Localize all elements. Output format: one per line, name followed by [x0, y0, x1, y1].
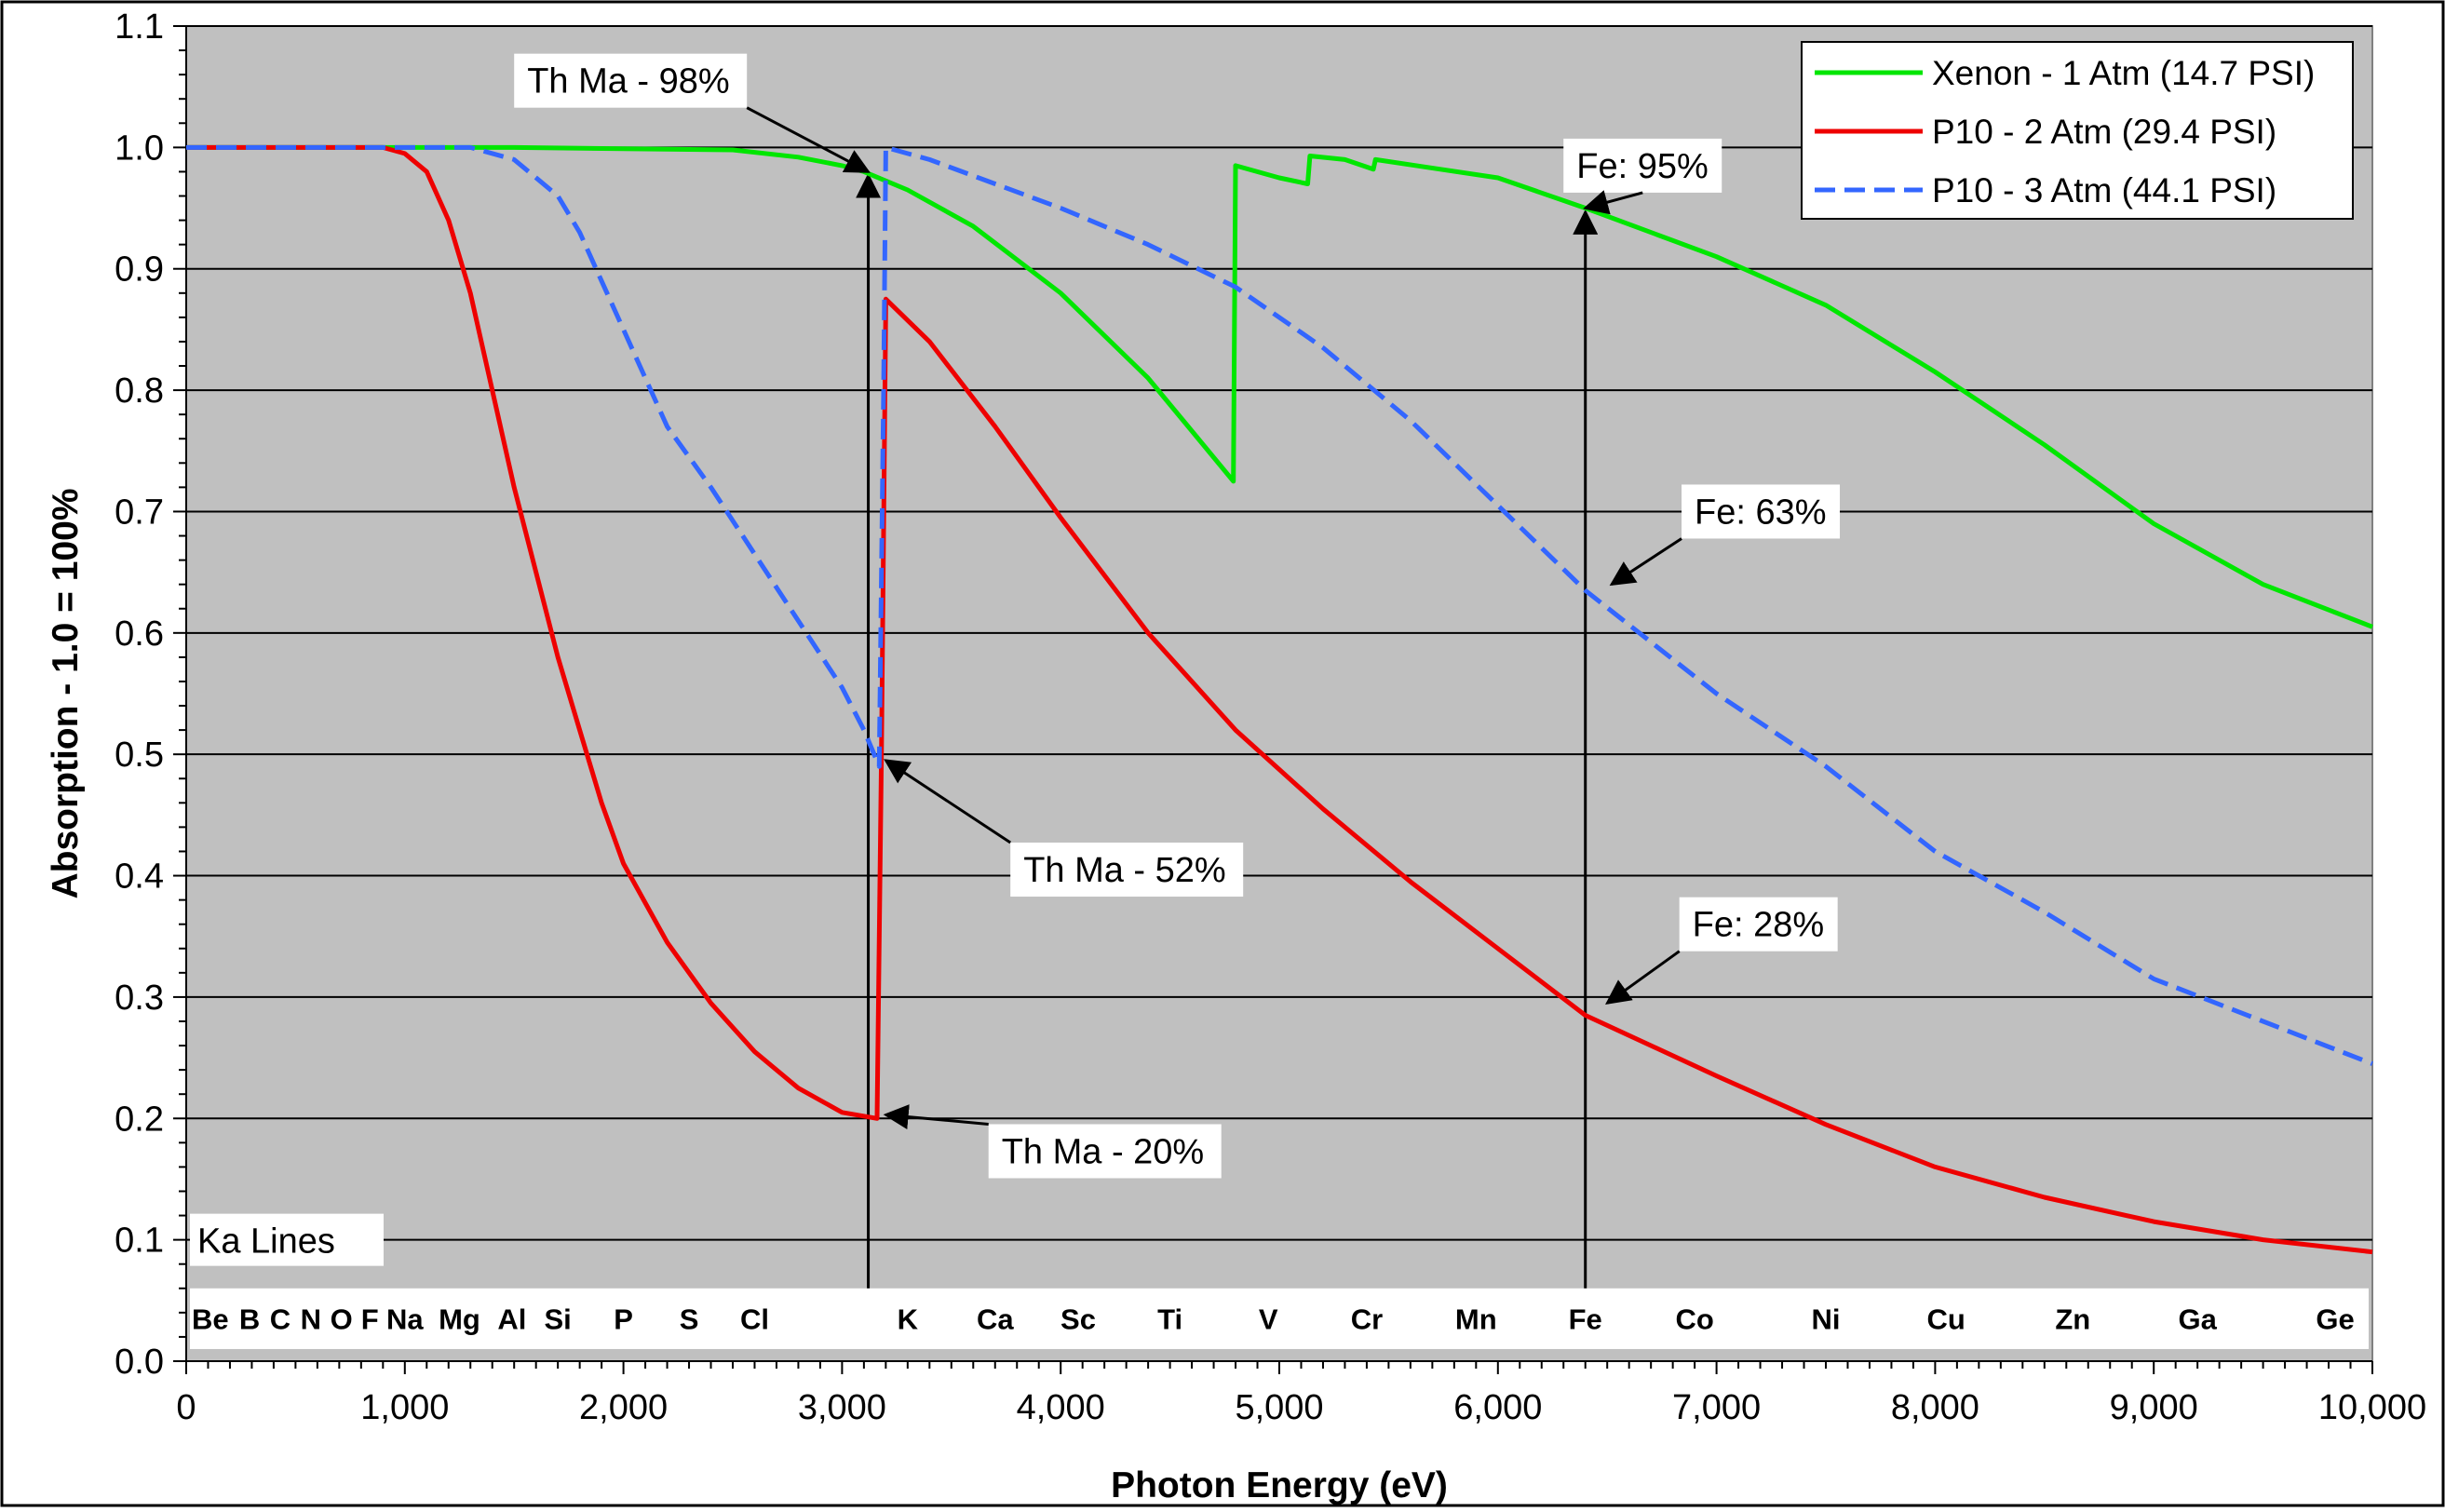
y-tick-label: 0.1 — [115, 1222, 164, 1261]
x-tick-label: 0 — [176, 1388, 196, 1427]
x-tick-label: 10,000 — [2318, 1388, 2426, 1427]
y-tick-label: 0.4 — [115, 857, 164, 897]
x-tick-label: 3,000 — [798, 1388, 886, 1427]
ka-line-label-be: Be — [192, 1303, 229, 1335]
ka-line-label-fe: Fe — [1569, 1303, 1602, 1335]
x-tick-label: 6,000 — [1453, 1388, 1542, 1427]
legend-label-1: Xenon - 1 Atm (14.7 PSI) — [1932, 54, 2315, 92]
ka-line-label-cl: Cl — [740, 1303, 769, 1335]
ka-line-label-sc: Sc — [1060, 1303, 1096, 1335]
annotation-arrow-3 — [1609, 537, 1682, 587]
y-tick-label: 0.0 — [115, 1343, 164, 1382]
annotation-label-1: Th Ma - 98% — [527, 62, 730, 101]
x-tick-label: 1,000 — [360, 1388, 449, 1427]
annotation-box-4 — [1010, 843, 1244, 898]
annotation-box-6 — [988, 1124, 1222, 1179]
ka-line-label-si: Si — [545, 1303, 572, 1335]
x-tick-label: 2,000 — [579, 1388, 668, 1427]
x-tick-label: 7,000 — [1672, 1388, 1761, 1427]
x-tick-label: 8,000 — [1891, 1388, 1979, 1427]
ka-line-label-k: K — [898, 1303, 919, 1335]
ka-line-label-s: S — [680, 1303, 699, 1335]
annotation-arrow-1 — [746, 106, 871, 173]
annotation-box-1 — [514, 53, 748, 108]
ka-line-label-ga: Ga — [2178, 1303, 2217, 1335]
annotation-label-4: Th Ma - 52% — [1023, 851, 1226, 890]
ka-line-label-ge: Ge — [2316, 1303, 2354, 1335]
ka-line-label-co: Co — [1675, 1303, 1713, 1335]
x-tick-label: 4,000 — [1017, 1388, 1105, 1427]
annotation-label-6: Th Ma - 20% — [1002, 1132, 1205, 1171]
ka-line-label-p: P — [614, 1303, 633, 1335]
ka-lines-label: Ka Lines — [197, 1222, 335, 1262]
ka-line-label-zn: Zn — [2055, 1303, 2090, 1335]
legend-label-3: P10 - 3 Atm (44.1 PSI) — [1932, 171, 2276, 209]
y-tick-label: 1.0 — [115, 128, 164, 168]
plot-area — [185, 25, 2373, 1362]
ka-line-label-v: V — [1259, 1303, 1278, 1335]
annotation-label-5: Fe: 28% — [1693, 906, 1825, 945]
ka-line-label-ni: Ni — [1812, 1303, 1841, 1335]
ka-lines-band — [190, 1288, 2369, 1349]
x-tick-label: 5,000 — [1235, 1388, 1323, 1427]
ka-line-label-al: Al — [497, 1303, 526, 1335]
legend-label-2: P10 - 2 Atm (29.4 PSI) — [1932, 113, 2276, 151]
annotation-arrow-4 — [884, 759, 1012, 844]
ka-lines-label-box — [190, 1213, 384, 1266]
ka-line-label-ca: Ca — [977, 1303, 1014, 1335]
annotation-label-2: Fe: 95% — [1576, 147, 1709, 186]
annotation-box-3 — [1682, 484, 1841, 539]
ka-line-label-na: Na — [386, 1303, 424, 1335]
y-axis-title: Absorption - 1.0 = 100% — [46, 488, 86, 898]
ka-line-label-f: F — [361, 1303, 379, 1335]
annotation-box-5 — [1679, 897, 1838, 952]
annotation-arrow-2 — [1583, 190, 1643, 215]
annotation-label-3: Fe: 63% — [1695, 493, 1827, 532]
y-tick-label: 0.3 — [115, 979, 164, 1018]
ka-line-label-cu: Cu — [1926, 1303, 1965, 1335]
ka-line-label-n: N — [301, 1303, 321, 1335]
ka-line-label-cr: Cr — [1351, 1303, 1383, 1335]
x-axis-title: Photon Energy (eV) — [1111, 1465, 1448, 1505]
y-tick-label: 0.5 — [115, 736, 164, 775]
ka-line-label-mn: Mn — [1455, 1303, 1497, 1335]
ka-line-label-o: O — [331, 1303, 353, 1335]
y-tick-label: 0.6 — [115, 614, 164, 654]
x-tick-label: 9,000 — [2110, 1388, 2198, 1427]
y-tick-label: 0.8 — [115, 371, 164, 411]
y-tick-label: 1.1 — [115, 7, 164, 47]
y-tick-label: 0.2 — [115, 1100, 164, 1139]
ka-line-label-b: B — [239, 1303, 260, 1335]
ka-line-label-ti: Ti — [1157, 1303, 1182, 1335]
annotation-arrow-5 — [1605, 950, 1681, 1006]
annotation-arrow-6 — [883, 1104, 989, 1130]
annotation-box-2 — [1563, 138, 1722, 193]
ka-line-label-c: C — [270, 1303, 290, 1335]
ka-line-label-mg: Mg — [439, 1303, 480, 1335]
series-line-3 — [186, 144, 2373, 1066]
y-tick-label: 0.9 — [115, 250, 164, 290]
series-line-2 — [186, 144, 2373, 1255]
y-tick-label: 0.7 — [115, 493, 164, 532]
